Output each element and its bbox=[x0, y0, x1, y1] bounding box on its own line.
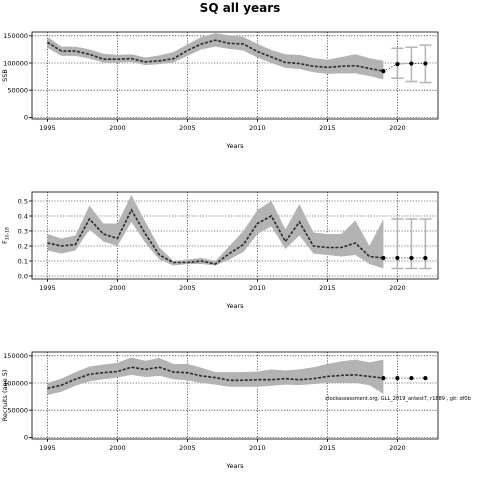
y-tick-label: 50000 bbox=[7, 406, 28, 414]
forecast-point bbox=[423, 255, 428, 261]
plot-frame bbox=[31, 31, 439, 120]
y-tick-label: 0.5 bbox=[18, 197, 28, 205]
confidence-band bbox=[47, 357, 384, 395]
confidence-band bbox=[47, 195, 384, 269]
y-tick-label: 100000 bbox=[3, 59, 28, 67]
x-tick-label: 1995 bbox=[39, 124, 56, 132]
y-tick-label: 0 bbox=[24, 114, 28, 122]
x-tick-label: 2010 bbox=[249, 124, 266, 132]
estimate-line bbox=[47, 366, 384, 390]
y-axis-label: F10-18 bbox=[1, 227, 11, 244]
x-tick-label: 2000 bbox=[109, 284, 126, 292]
source-annotation: stockassessment.org, GLL_2019_antest7, r… bbox=[325, 396, 471, 402]
confidence-band bbox=[47, 33, 384, 80]
x-tick-label: 2020 bbox=[389, 444, 406, 452]
x-tick-label: 2020 bbox=[389, 124, 406, 132]
plot-frame bbox=[31, 191, 439, 280]
y-tick-label: 0.1 bbox=[18, 257, 28, 265]
page-title: SQ all years bbox=[199, 1, 281, 15]
x-tick-label: 2015 bbox=[319, 284, 336, 292]
y-axis-label: SSB bbox=[1, 69, 9, 82]
forecast-line bbox=[383, 63, 426, 72]
y-tick-label: 100000 bbox=[3, 379, 28, 387]
x-tick-label: 2000 bbox=[109, 124, 126, 132]
x-tick-label: 2015 bbox=[319, 124, 336, 132]
x-axis-label: Years bbox=[225, 462, 244, 470]
chart-panel-recruits: 1995 2000 2005 2010 2015 2020 0 50000 100000 1500… bbox=[1, 351, 471, 470]
y-tick-label: 0.3 bbox=[18, 227, 28, 235]
estimate-line bbox=[47, 208, 384, 265]
x-tick-label: 2000 bbox=[109, 444, 126, 452]
y-tick-label: 0.2 bbox=[18, 242, 28, 250]
forecast-point bbox=[409, 255, 414, 261]
x-tick-label: 2020 bbox=[389, 284, 406, 292]
y-tick-label: 0.4 bbox=[18, 212, 28, 220]
plot-frame bbox=[31, 351, 439, 440]
forecast-point bbox=[409, 376, 414, 381]
y-axis-label: Recruits (age 5) bbox=[1, 370, 9, 422]
x-tick-label: 2010 bbox=[249, 284, 266, 292]
y-tick-label: 0 bbox=[24, 434, 28, 442]
x-axis-label: Years bbox=[225, 142, 244, 150]
x-tick-label: 2015 bbox=[319, 444, 336, 452]
forecast-point bbox=[395, 255, 400, 261]
x-tick-label: 2005 bbox=[179, 444, 196, 452]
chart-panel-ssb: 1995 2000 2005 2010 2015 2020 0 50000 100000 1500… bbox=[1, 31, 439, 150]
x-tick-label: 2005 bbox=[179, 284, 196, 292]
x-tick-label: 2005 bbox=[179, 124, 196, 132]
y-tick-label: 150000 bbox=[3, 352, 28, 360]
x-tick-label: 1995 bbox=[39, 444, 56, 452]
forecast-point bbox=[423, 376, 428, 381]
forecast-point bbox=[423, 61, 428, 66]
x-tick-label: 1995 bbox=[39, 284, 56, 292]
y-tick-label: 0.0 bbox=[18, 272, 28, 280]
estimate-line bbox=[46, 39, 384, 72]
forecast-point bbox=[395, 376, 400, 381]
x-axis-label: Years bbox=[225, 302, 244, 310]
y-tick-label: 150000 bbox=[3, 32, 28, 40]
forecast-point bbox=[409, 61, 414, 66]
y-tick-label: 50000 bbox=[7, 86, 28, 94]
chart-panel-f: 1995 2000 2005 2010 2015 2020 0.0 0.1 0.2 0.3 0.4 0… bbox=[1, 191, 439, 310]
forecast-point bbox=[395, 61, 400, 67]
x-tick-label: 2010 bbox=[249, 444, 266, 452]
